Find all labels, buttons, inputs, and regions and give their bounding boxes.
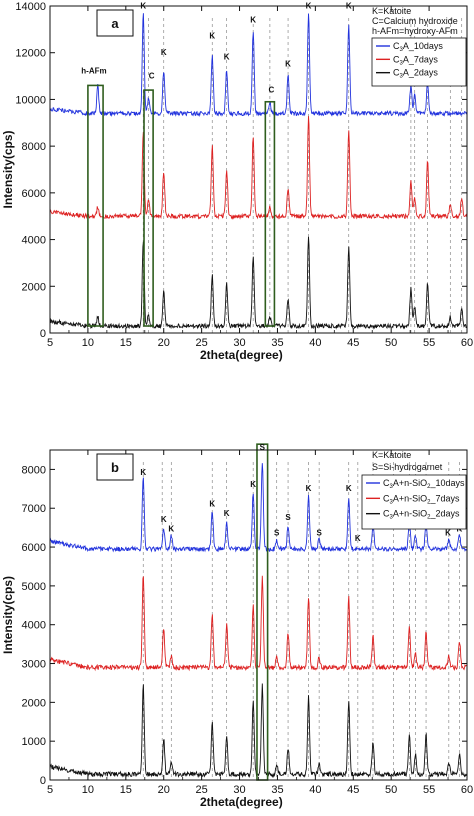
series-line: [49, 575, 467, 672]
peak-label: K: [209, 32, 215, 41]
x-tick-label: 45: [347, 784, 359, 796]
peak-label: K: [306, 484, 312, 493]
x-tick-label: 50: [385, 337, 397, 349]
peak-label: K: [445, 528, 451, 537]
panel-label-box: [96, 453, 134, 481]
y-axis-title: Intensity(cps): [1, 130, 15, 208]
peak-label: C: [268, 85, 274, 94]
peak-label: K: [250, 480, 256, 489]
y-tick-label: 8000: [22, 464, 46, 476]
highlight-box: [256, 443, 269, 781]
x-tick-label: 40: [309, 337, 321, 349]
x-tick-label: 30: [233, 784, 245, 796]
legend-entry: C3A_10days: [393, 41, 443, 53]
y-tick-label: 4000: [22, 620, 46, 632]
x-tick-label: 55: [423, 784, 435, 796]
x-tick-label: 50: [385, 784, 397, 796]
peak-label: K: [161, 48, 167, 57]
series-line: [49, 116, 468, 220]
x-tick-label: 10: [82, 784, 94, 796]
legend: C3A+n-SiO2_10days C3A+n-SiO2_7days C3A+n-S…: [361, 474, 467, 530]
y-tick-label: 0: [40, 328, 46, 340]
x-axis-title: 2theta(degree): [200, 348, 283, 362]
x-tick-label: 30: [233, 337, 245, 349]
abbreviation-key: C=Calcium hydroxide: [372, 16, 458, 26]
peak-label: C: [149, 71, 155, 80]
highlight-box: [87, 84, 104, 327]
legend-entry: C3A+n-SiO2_2days: [383, 509, 460, 521]
y-tick-label: 12000: [15, 48, 46, 60]
legend-entry: C3A_7days: [393, 54, 438, 66]
x-tick-label: 35: [271, 784, 283, 796]
peak-label: S: [274, 528, 280, 537]
x-tick-label: 40: [309, 784, 321, 796]
x-tick-label: 35: [271, 337, 283, 349]
y-tick-label: 8000: [22, 141, 46, 153]
abbreviation-key: K=Katoite: [372, 6, 411, 16]
y-tick-label: 7000: [22, 503, 46, 515]
peak-label: K: [140, 468, 146, 477]
x-tick-label: 60: [461, 337, 473, 349]
y-axis-title: Intensity(cps): [1, 576, 15, 654]
highlight-box: [264, 100, 276, 327]
legend-entry: C3A+n-SiO2_7days: [383, 493, 460, 505]
x-tick-label: 60: [461, 784, 473, 796]
abbreviation-key: K=Katoite: [372, 450, 411, 460]
peak-label: S: [316, 528, 322, 537]
peak-label: K: [161, 515, 167, 524]
x-axis-title: 2theta(degree): [200, 795, 283, 809]
y-tick-label: 4000: [22, 235, 46, 247]
x-tick-label: 5: [47, 784, 53, 796]
x-tick-label: 5: [47, 337, 53, 349]
abbreviation-key: S=Si-hydrogarnet: [372, 462, 443, 472]
x-tick-label: 20: [158, 337, 170, 349]
x-tick-label: 15: [120, 337, 132, 349]
peak-label: S: [285, 513, 291, 522]
x-tick-label: 55: [423, 337, 435, 349]
x-tick-label: 15: [120, 784, 132, 796]
y-tick-label: 1000: [22, 736, 46, 748]
peak-label: K: [285, 60, 291, 69]
x-tick-label: 20: [158, 784, 170, 796]
panel-label: a: [111, 16, 119, 31]
y-tick-label: 3000: [22, 659, 46, 671]
peak-label: S: [260, 443, 266, 452]
peak-label: K: [224, 53, 230, 62]
abbreviation-key: h-AFm=hydroxy-AFm: [372, 26, 458, 36]
y-tick-label: 5000: [22, 581, 46, 593]
series-line: [49, 683, 468, 779]
y-tick-label: 2000: [22, 697, 46, 709]
x-tick-label: 25: [196, 337, 208, 349]
peak-label: h-AFm: [81, 67, 106, 76]
xrd-chart-b: KKKKKKSSSKSKKSSSKKK510152025303540455055…: [1, 443, 473, 809]
highlight-box: [143, 89, 154, 327]
series-line: [49, 13, 468, 118]
peak-label: K: [168, 525, 174, 534]
peak-label: K: [250, 15, 256, 24]
y-tick-label: 6000: [22, 542, 46, 554]
y-tick-label: 14000: [15, 1, 46, 13]
peak-label: K: [355, 534, 361, 543]
panel-label-box: [96, 9, 134, 37]
peak-label: K: [346, 484, 352, 493]
x-tick-label: 10: [82, 337, 94, 349]
series-line: [49, 236, 467, 330]
x-tick-label: 25: [196, 784, 208, 796]
peak-label: K: [209, 499, 215, 508]
peak-label: K: [224, 509, 230, 518]
legend-entry: C3A_2days: [393, 68, 438, 80]
y-tick-label: 6000: [22, 188, 46, 200]
panel-label: b: [111, 460, 119, 475]
y-tick-label: 0: [40, 775, 46, 787]
y-tick-label: 2000: [22, 281, 46, 293]
xrd-chart-a: KKKKKKKKh-AFmCCKKK5101520253035404550556…: [1, 1, 473, 362]
legend-entry: C3A+n-SiO2_10days: [383, 478, 465, 490]
x-tick-label: 45: [347, 337, 359, 349]
y-tick-label: 10000: [15, 94, 46, 106]
legend-box: [361, 474, 467, 530]
series-line: [49, 463, 467, 553]
